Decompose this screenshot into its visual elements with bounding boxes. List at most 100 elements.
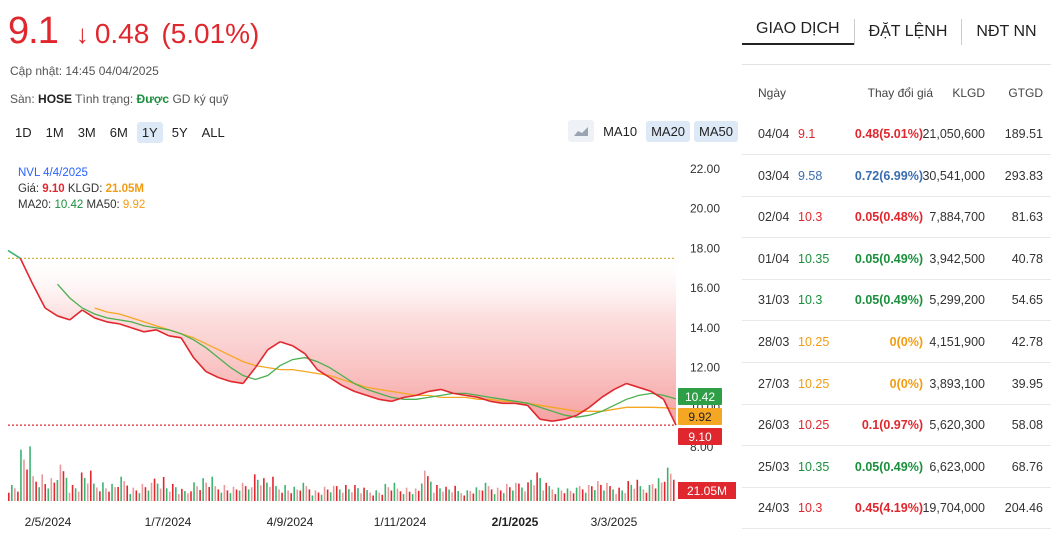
tab-ndt-nn[interactable]: NĐT NN — [976, 23, 1037, 40]
range-3m[interactable]: 3M — [77, 125, 96, 140]
volume-bar — [639, 486, 642, 501]
ma10-toggle[interactable]: MA10 — [603, 123, 638, 139]
volume-bar — [454, 485, 456, 501]
table-row[interactable]: 03/04 9.58 0.72(6.99%) 30,541,000 293.83 — [742, 156, 1051, 197]
volume-bar — [366, 490, 368, 501]
volume-bar — [41, 474, 43, 501]
price-series-segment — [564, 414, 578, 420]
volume-bar — [594, 490, 596, 501]
row-value: 54.65 — [1011, 293, 1043, 308]
price-series-segment — [205, 370, 219, 379]
price-series-segment — [81, 309, 96, 319]
volume-bar — [557, 487, 560, 501]
volume-bar — [569, 490, 572, 501]
volume-bar — [35, 481, 37, 501]
range-1y[interactable]: 1Y — [136, 122, 163, 143]
table-row[interactable]: 24/03 10.3 0.45(4.19%) 19,704,000 204.46 — [742, 488, 1051, 530]
volume-bar — [335, 486, 338, 501]
row-price: 10.25 — [798, 376, 830, 391]
table-row[interactable]: 26/03 10.25 0.1(0.97%) 5,620,300 58.08 — [742, 405, 1051, 447]
volume-bar — [190, 491, 192, 501]
row-price: 10.3 — [798, 501, 823, 516]
price-series-segment — [428, 388, 442, 393]
info-symbol-date: NVL 4/4/2025 — [18, 167, 88, 179]
volume-bar — [651, 484, 654, 501]
price-series-segment — [292, 345, 306, 355]
row-value: 40.78 — [1011, 251, 1043, 266]
price-series-segment — [341, 384, 355, 393]
down-arrow-icon: ↓ — [75, 19, 89, 49]
price-series-segment — [650, 390, 665, 401]
volume-bar — [159, 488, 162, 501]
volume-bar — [642, 489, 645, 501]
volume-bar — [196, 486, 198, 501]
row-date: 31/03 — [758, 293, 790, 308]
trading-history-panel: GIAO DỊCH ĐẶT LỆNH NĐT NN Ngày Thay đổi … — [742, 0, 1051, 533]
range-5y[interactable]: 5Y — [171, 125, 188, 140]
volume-bar — [448, 489, 450, 501]
tab-giao-dich[interactable]: GIAO DỊCH — [742, 20, 854, 45]
volume-bar — [493, 494, 496, 501]
below-reference-area — [8, 258, 676, 426]
volume-bar — [484, 482, 487, 501]
volume-bar — [65, 477, 68, 501]
exchange-label: Sàn: — [10, 92, 35, 106]
price-series-segment — [218, 376, 231, 383]
price-series-segment — [304, 353, 318, 371]
volume-bar — [581, 489, 584, 501]
volume-bar — [77, 491, 80, 501]
table-row[interactable]: 04/04 9.1 0.48(5.01%) 21,050,600 189.51 — [742, 114, 1051, 155]
chart-info-box: NVL 4/4/2025 Giá: 9.10 KLGD: 21.05M MA20… — [18, 165, 145, 213]
volume-bar — [527, 482, 529, 501]
price-summary: 9.1 ↓ 0.48 (5.01%) — [8, 10, 259, 53]
volume-bar — [469, 490, 472, 501]
table-row[interactable]: 02/04 10.3 0.05(0.48%) 7,884,700 81.63 — [742, 197, 1051, 239]
price-chart-svg[interactable]: 22.0020.0018.0016.0014.0012.0010.008.002… — [0, 155, 740, 533]
volume-bar — [229, 493, 232, 501]
price-badge-bg — [678, 428, 722, 445]
volume-bar — [445, 486, 447, 501]
range-1d[interactable]: 1D — [15, 125, 32, 140]
price-series-segment — [638, 386, 652, 393]
volume-bar — [235, 489, 238, 501]
table-row[interactable]: 25/03 10.35 0.05(0.49%) 6,623,000 68.76 — [742, 447, 1051, 488]
volume-bar — [38, 487, 40, 501]
area-chart-icon[interactable] — [568, 120, 595, 142]
volume-bar — [208, 487, 210, 501]
row-price: 10.35 — [798, 459, 830, 474]
ma20-toggle[interactable]: MA20 — [646, 120, 691, 142]
row-change: 0(0%) — [889, 376, 923, 391]
volume-bar — [466, 490, 469, 501]
volume-bar — [536, 472, 538, 501]
table-row[interactable]: 28/03 10.25 0(0%) 4,151,900 42.78 — [742, 322, 1051, 363]
volume-bar — [369, 492, 371, 501]
volume-bar — [250, 487, 253, 501]
range-6m[interactable]: 6M — [109, 125, 128, 140]
volume-bar — [193, 482, 195, 501]
table-row[interactable]: 27/03 10.25 0(0%) 3,893,100 39.95 — [742, 364, 1051, 405]
range-1m[interactable]: 1M — [45, 125, 64, 140]
table-row[interactable]: 01/04 10.35 0.05(0.49%) 3,942,500 40.78 — [742, 239, 1051, 280]
volume-bar — [584, 492, 587, 501]
volume-bar — [375, 490, 377, 501]
volume-bar — [244, 486, 247, 501]
range-all[interactable]: ALL — [201, 125, 225, 140]
volume-bar — [284, 484, 286, 501]
volume-bar — [132, 487, 135, 501]
table-row[interactable]: 31/03 10.3 0.05(0.49%) 5,299,200 54.65 — [742, 280, 1051, 322]
price-series-segment — [366, 394, 380, 401]
volume-bar — [354, 485, 356, 501]
price-chart[interactable]: 22.00 20.00 18.00 16.00 14.00 12.00 10.00 8.00 2… — [0, 155, 740, 533]
volume-bar — [633, 488, 636, 501]
volume-bar — [381, 494, 384, 501]
price-series-segment — [267, 341, 281, 351]
volume-bar — [62, 471, 65, 501]
price-series-segment — [526, 404, 541, 420]
tab-dat-lenh[interactable]: ĐẶT LỆNH — [868, 23, 948, 40]
info-vol: 21.05M — [105, 183, 144, 195]
volume-bar — [226, 490, 229, 501]
price-series-segment — [192, 357, 207, 373]
ma50-toggle[interactable]: MA50 — [694, 120, 738, 142]
volume-bar — [80, 472, 83, 501]
volume-bar — [645, 492, 648, 501]
